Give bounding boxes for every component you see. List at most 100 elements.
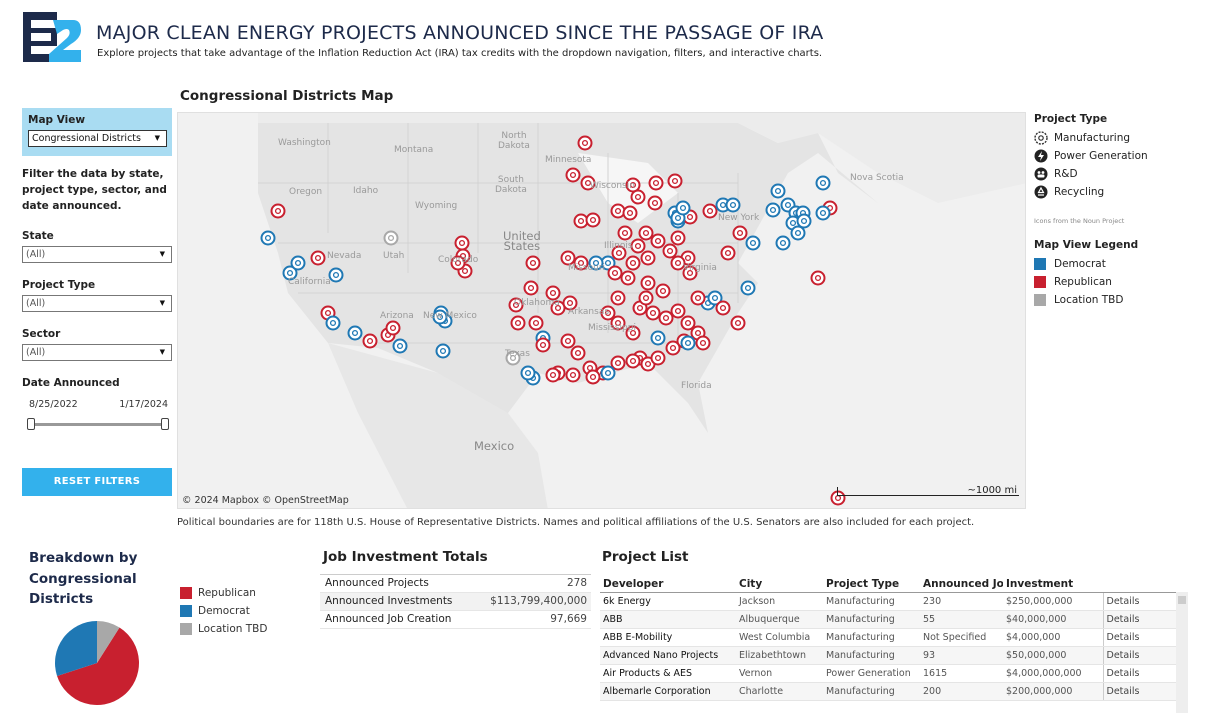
project-marker[interactable]	[270, 203, 286, 219]
details-link[interactable]: Details	[1102, 682, 1176, 701]
details-link[interactable]: Details	[1102, 628, 1176, 647]
sector-dropdown[interactable]: (All) ▼	[22, 344, 172, 361]
column-header-investment[interactable]: Investment	[1003, 576, 1103, 593]
pie-slice-republican[interactable]	[57, 627, 139, 705]
table-row[interactable]: ABB Albuquerque Manufacturing 55 $40,000,000…	[600, 610, 1176, 629]
table-row[interactable]: Air Products & AES Vernon Power Generation…	[600, 664, 1176, 683]
project-marker[interactable]	[617, 225, 633, 241]
project-marker[interactable]	[650, 330, 666, 346]
breakdown-legend-location-tbd[interactable]: Location TBD	[180, 620, 267, 638]
project-marker[interactable]	[775, 235, 791, 251]
project-marker[interactable]	[740, 280, 756, 296]
project-marker[interactable]	[730, 315, 746, 331]
table-row[interactable]: Advanced Nano Projects Elizabethtown Manuf…	[600, 646, 1176, 665]
legend-republican[interactable]: Republican	[1034, 273, 1214, 291]
table-row[interactable]: Albemarle Corporation Charlotte Manufactur…	[600, 682, 1176, 701]
project-marker[interactable]	[510, 315, 526, 331]
project-marker[interactable]	[282, 265, 298, 281]
project-marker[interactable]	[325, 315, 341, 331]
project-marker[interactable]	[545, 367, 561, 383]
project-marker[interactable]	[392, 338, 408, 354]
project-marker[interactable]	[565, 167, 581, 183]
project-marker[interactable]	[682, 265, 698, 281]
project-marker[interactable]	[690, 290, 706, 306]
project-marker[interactable]	[630, 238, 646, 254]
project-marker[interactable]	[610, 315, 626, 331]
project-marker[interactable]	[580, 175, 596, 191]
congressional-districts-map[interactable]: Washington Montana North Dakota Minnesot…	[177, 112, 1026, 509]
project-marker[interactable]	[562, 295, 578, 311]
state-dropdown[interactable]: (All) ▼	[22, 246, 172, 263]
project-marker[interactable]	[662, 243, 678, 259]
project-marker[interactable]	[520, 365, 536, 381]
project-marker[interactable]	[790, 225, 806, 241]
project-marker[interactable]	[622, 205, 638, 221]
details-link[interactable]: Details	[1102, 610, 1176, 629]
project-marker[interactable]	[630, 189, 646, 205]
project-marker[interactable]	[640, 250, 656, 266]
project-marker[interactable]	[454, 235, 470, 251]
project-marker[interactable]	[383, 230, 399, 246]
project-marker[interactable]	[625, 353, 641, 369]
project-marker[interactable]	[770, 183, 786, 199]
project-marker[interactable]	[432, 309, 448, 325]
project-marker[interactable]	[535, 337, 551, 353]
project-marker[interactable]	[647, 195, 663, 211]
pie-slice-democrat[interactable]	[54, 621, 97, 676]
project-marker[interactable]	[607, 265, 623, 281]
project-marker[interactable]	[588, 255, 604, 271]
project-marker[interactable]	[435, 343, 451, 359]
project-marker[interactable]	[665, 340, 681, 356]
project-marker[interactable]	[573, 213, 589, 229]
column-header-project-type[interactable]: Project Type	[823, 576, 920, 593]
slider-end-handle[interactable]	[161, 418, 169, 430]
project-marker[interactable]	[577, 135, 593, 151]
project-marker[interactable]	[610, 290, 626, 306]
project-marker[interactable]	[560, 250, 576, 266]
project-marker[interactable]	[650, 350, 666, 366]
project-marker[interactable]	[362, 333, 378, 349]
project-marker[interactable]	[815, 175, 831, 191]
project-marker[interactable]	[600, 305, 616, 321]
project-marker[interactable]	[610, 203, 626, 219]
project-marker[interactable]	[328, 267, 344, 283]
details-link[interactable]: Details	[1102, 592, 1176, 611]
map-credit[interactable]: © 2024 Mapbox © OpenStreetMap	[182, 495, 349, 506]
project-marker[interactable]	[732, 225, 748, 241]
project-marker[interactable]	[640, 275, 656, 291]
project-marker[interactable]	[260, 230, 276, 246]
project-marker[interactable]	[625, 255, 641, 271]
date-range-slider[interactable]	[22, 418, 172, 430]
project-marker[interactable]	[720, 245, 736, 261]
project-marker[interactable]	[505, 350, 521, 366]
legend-manufacturing[interactable]: Manufacturing	[1034, 129, 1214, 147]
project-marker[interactable]	[670, 303, 686, 319]
project-marker[interactable]	[658, 310, 674, 326]
project-marker[interactable]	[830, 490, 846, 506]
project-marker[interactable]	[585, 369, 601, 385]
project-marker[interactable]	[450, 255, 466, 271]
legend-democrat[interactable]: Democrat	[1034, 255, 1214, 273]
project-marker[interactable]	[650, 233, 666, 249]
project-marker[interactable]	[565, 367, 581, 383]
details-link[interactable]: Details	[1102, 646, 1176, 665]
project-marker[interactable]	[667, 173, 683, 189]
project-marker[interactable]	[765, 202, 781, 218]
project-marker[interactable]	[648, 175, 664, 191]
project-marker[interactable]	[525, 255, 541, 271]
project-marker[interactable]	[670, 230, 686, 246]
project-marker[interactable]	[680, 315, 696, 331]
project-marker[interactable]	[570, 345, 586, 361]
legend-recycling[interactable]: Recycling	[1034, 183, 1214, 201]
pie-slice-location-tbd[interactable]	[97, 621, 120, 663]
project-marker[interactable]	[625, 325, 641, 341]
project-marker[interactable]	[707, 290, 723, 306]
legend-rd[interactable]: R&D	[1034, 165, 1214, 183]
breakdown-pie-chart[interactable]	[54, 620, 140, 706]
project-marker[interactable]	[585, 212, 601, 228]
table-row[interactable]: ABB E-Mobility West Columbia Manufacturing…	[600, 628, 1176, 647]
reset-filters-button[interactable]: RESET FILTERS	[22, 468, 172, 496]
project-marker[interactable]	[638, 225, 654, 241]
project-marker[interactable]	[702, 203, 718, 219]
project-marker[interactable]	[290, 255, 306, 271]
